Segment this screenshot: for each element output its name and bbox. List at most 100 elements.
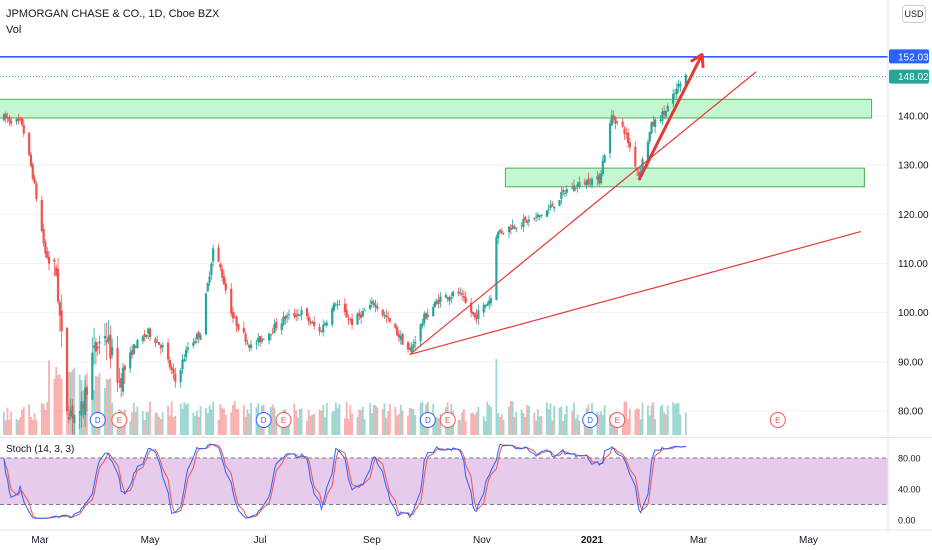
volume-bar (647, 405, 649, 435)
dividend-marker-label: D (587, 416, 593, 425)
candle-body (572, 185, 576, 191)
earnings-marker[interactable]: E (769, 412, 786, 428)
projection-arrow[interactable] (637, 53, 704, 181)
price-tick-label: 140.00 (898, 112, 929, 123)
dividend-marker[interactable]: D (255, 412, 272, 428)
earnings-marker[interactable]: E (439, 412, 456, 428)
candle-body (374, 304, 377, 307)
candle-body (248, 344, 251, 348)
candle-body (423, 313, 426, 324)
candle-body (464, 297, 467, 303)
candle-body (459, 292, 462, 294)
resistance-zone-lower[interactable] (504, 167, 865, 188)
candle-body (145, 334, 148, 338)
volume-bar (324, 417, 326, 435)
volume-bar (313, 413, 316, 435)
volume-bar (385, 418, 388, 435)
volume-bar (298, 409, 301, 435)
volume-bar (58, 374, 61, 435)
volume-bar (627, 418, 629, 435)
candle-body (621, 121, 624, 127)
candle-body (560, 191, 563, 200)
last-price-badge (889, 69, 929, 84)
candle-body (672, 93, 675, 104)
candle-body (111, 347, 114, 356)
volume-bar (318, 409, 321, 435)
candle-body (549, 205, 552, 209)
time-tick-label: Jul (254, 535, 267, 546)
volume-bar (6, 407, 9, 435)
candle-body (17, 117, 20, 121)
volume-bar (551, 420, 554, 435)
dividend-marker[interactable]: D (89, 412, 106, 428)
volume-bar (509, 401, 512, 435)
price-tick-label: 80.00 (898, 407, 923, 418)
candle-body (338, 304, 341, 306)
time-tick-label: Sep (363, 535, 381, 546)
volume-bar (158, 416, 160, 435)
candle-body (421, 323, 424, 327)
volume-bar (98, 373, 101, 435)
resistance-zone-upper[interactable] (0, 98, 873, 119)
candle-body (185, 349, 188, 358)
volume-bar (540, 415, 543, 435)
volume-bar (625, 401, 628, 435)
candle-body (255, 343, 258, 345)
volume-bar (271, 404, 274, 435)
candle-body (598, 174, 601, 184)
candle-body (179, 370, 182, 383)
candle-body (307, 316, 310, 322)
candle-body (168, 360, 171, 368)
dividend-marker[interactable]: D (419, 412, 436, 428)
candle-body (181, 359, 184, 370)
candle-body (525, 220, 529, 223)
candle-body (20, 118, 24, 125)
earnings-marker[interactable]: E (275, 412, 292, 428)
volume-bar (396, 415, 399, 435)
steep-trend-line[interactable] (409, 71, 757, 355)
volume-bar (248, 413, 251, 435)
candle-body (394, 323, 397, 328)
volume-bar (677, 403, 680, 435)
volume-bar (486, 401, 489, 435)
volume-bar (573, 402, 575, 435)
volume-bar (520, 409, 523, 435)
candle-body (396, 327, 399, 336)
candle-body (134, 345, 137, 349)
candle-body (558, 199, 561, 206)
volume-bar (244, 417, 247, 435)
candle-body (174, 373, 177, 382)
volume-bar (295, 410, 298, 435)
volume-bar (401, 410, 404, 435)
shallow-trend-line[interactable] (409, 230, 861, 356)
candle-body (132, 343, 135, 355)
candle-body (679, 83, 682, 86)
volume-bar (159, 418, 162, 435)
volume-bar (638, 408, 640, 435)
candle-body (628, 142, 631, 148)
candle-body (583, 182, 586, 185)
volume-bar (603, 405, 606, 435)
volume-bar (598, 414, 601, 435)
time-tick-label: May (141, 535, 160, 546)
volume-bar (553, 406, 556, 435)
candle-body (388, 318, 392, 322)
volume-bar (547, 409, 550, 435)
volume-bar (412, 409, 415, 435)
candle-body (437, 299, 440, 304)
candle-body (551, 203, 554, 207)
candle-body (457, 291, 460, 294)
currency-scale-button[interactable]: USD (902, 5, 926, 23)
volume-bar (333, 411, 335, 435)
earnings-marker[interactable]: E (111, 412, 128, 428)
earnings-marker[interactable]: E (609, 412, 626, 428)
candle-body (565, 189, 568, 193)
volume-bar (376, 407, 379, 435)
dividend-marker[interactable]: D (582, 412, 599, 428)
volume-bar (185, 404, 188, 435)
volume-bar (363, 419, 366, 435)
volume-bar (639, 419, 642, 435)
earnings-marker-label: E (775, 416, 780, 425)
candle-body (359, 314, 363, 318)
